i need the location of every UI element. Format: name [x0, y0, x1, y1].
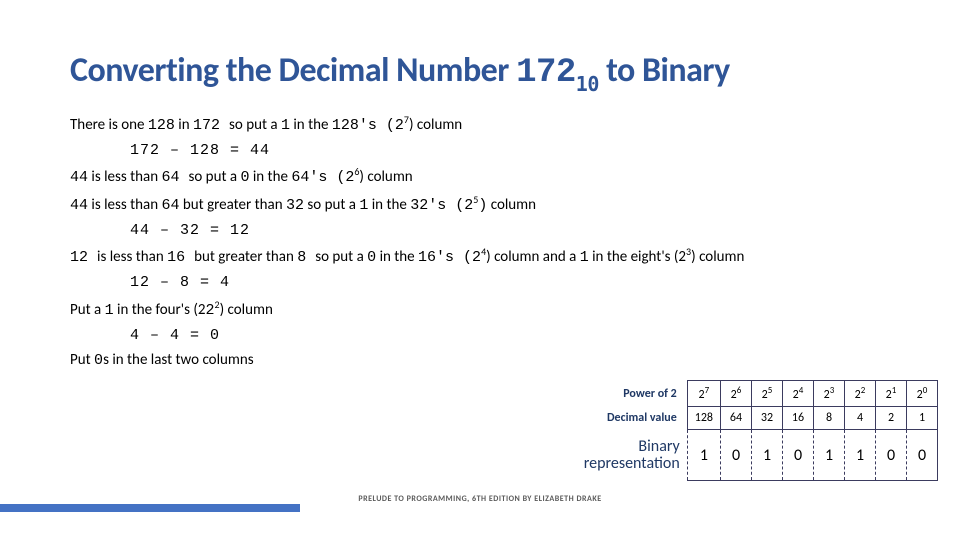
- calc-3: 12 – 8 = 4: [130, 271, 890, 294]
- footer-text: PRELUDE TO PROGRAMMING, 6TH EDITION BY E…: [0, 494, 960, 504]
- step-6: Put 0s in the last two columns: [70, 349, 890, 372]
- title-suffix: to Binary: [599, 50, 730, 91]
- binary-table: Power of 2 27 26 25 24 23 22 21 20 Decim…: [577, 380, 938, 481]
- title-subscript: 10: [576, 72, 599, 96]
- title-number: 172: [516, 54, 576, 92]
- calc-1: 172 – 128 = 44: [130, 139, 890, 162]
- binary-row: Binaryrepresentation 1010 1100: [577, 430, 938, 481]
- title-prefix: Converting the Decimal Number: [70, 50, 516, 91]
- step-3: 44 is less than 64 but greater than 32 s…: [70, 192, 890, 217]
- row-label-decimal: Decimal value: [577, 407, 687, 430]
- calc-4: 4 – 4 = 0: [130, 324, 890, 347]
- step-4: 12 is less than 16 but greater than 8 so…: [70, 244, 890, 269]
- step-1: There is one 128 in 172 so put a 1 in th…: [70, 112, 890, 137]
- slide: Converting the Decimal Number 17210 to B…: [0, 0, 960, 372]
- power-row: Power of 2 27 26 25 24 23 22 21 20: [577, 381, 938, 407]
- step-2: 44 is less than 64 so put a 0 in the 64'…: [70, 164, 890, 189]
- decimal-row: Decimal value 128643216 8421: [577, 407, 938, 430]
- calc-2: 44 – 32 = 12: [130, 219, 890, 242]
- step-5: Put a 1 in the four's (222) column: [70, 297, 890, 322]
- footer-accent-bar: [0, 504, 300, 512]
- content-body: There is one 128 in 172 so put a 1 in th…: [70, 112, 890, 373]
- row-label-power: Power of 2: [577, 381, 687, 407]
- slide-title: Converting the Decimal Number 17210 to B…: [70, 50, 890, 94]
- row-label-binary: Binaryrepresentation: [577, 430, 687, 481]
